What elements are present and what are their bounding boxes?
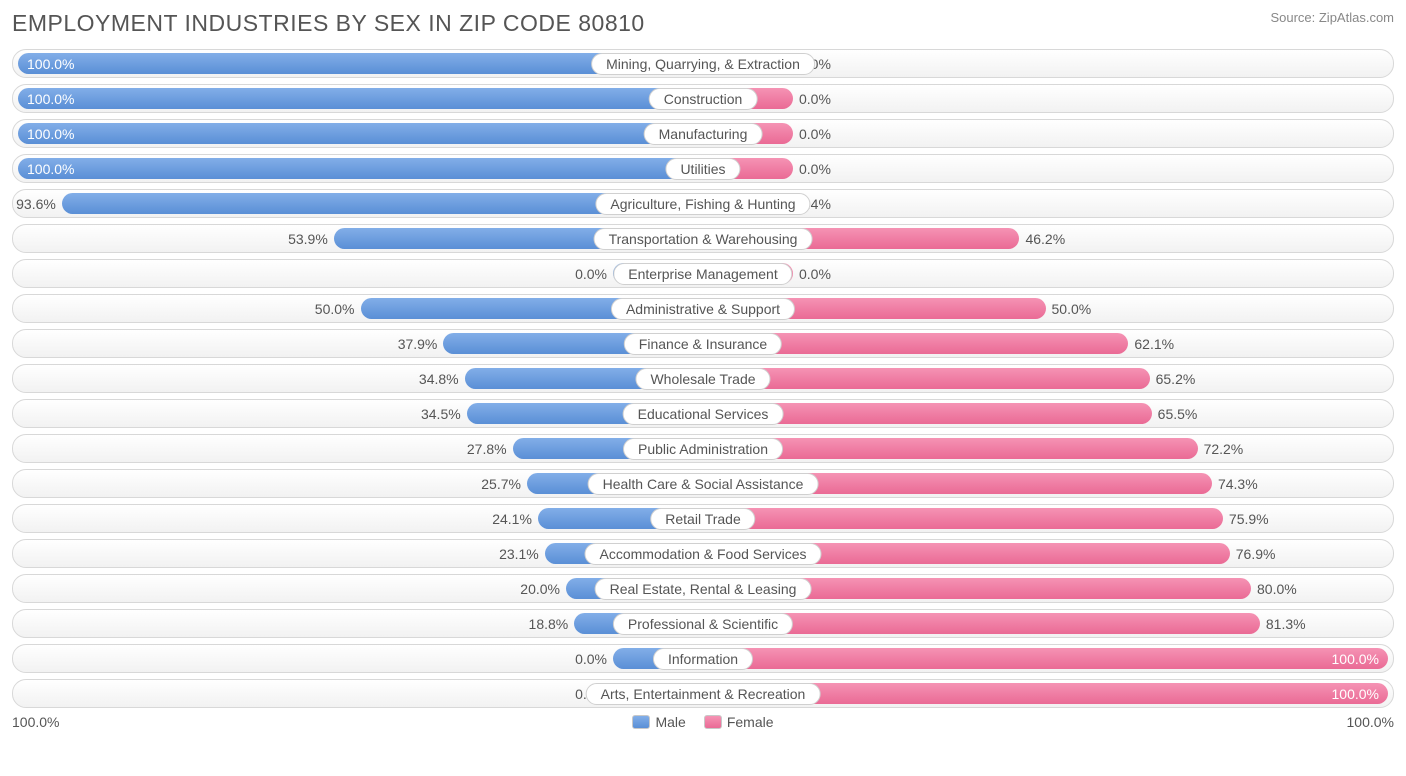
chart-row: Educational Services 34.5% 65.5%	[12, 399, 1394, 428]
chart-row: Transportation & Warehousing 53.9% 46.2%	[12, 224, 1394, 253]
male-value-label: 34.5%	[421, 404, 461, 424]
category-label: Transportation & Warehousing	[594, 228, 813, 250]
female-value-label: 65.2%	[1156, 369, 1196, 389]
chart-title: EMPLOYMENT INDUSTRIES BY SEX IN ZIP CODE…	[12, 10, 645, 37]
chart-row: Wholesale Trade 34.8% 65.2%	[12, 364, 1394, 393]
chart-row: Enterprise Management 0.0% 0.0%	[12, 259, 1394, 288]
chart-row: Information 0.0% 100.0%	[12, 644, 1394, 673]
legend-male-label: Male	[655, 714, 685, 730]
female-value-label: 50.0%	[1052, 299, 1092, 319]
male-value-label: 100.0%	[27, 54, 74, 74]
male-value-label: 0.0%	[575, 264, 607, 284]
category-label: Mining, Quarrying, & Extraction	[591, 53, 815, 75]
male-bar	[18, 88, 703, 109]
axis-row: 100.0% Male Female 100.0%	[12, 714, 1394, 730]
category-label: Professional & Scientific	[613, 613, 793, 635]
female-value-label: 72.2%	[1204, 439, 1244, 459]
chart-row: Health Care & Social Assistance 25.7% 74.3…	[12, 469, 1394, 498]
male-swatch-icon	[632, 715, 650, 729]
chart-row: Accommodation & Food Services 23.1% 76.9%	[12, 539, 1394, 568]
chart-row: Construction 100.0% 0.0%	[12, 84, 1394, 113]
category-label: Administrative & Support	[611, 298, 795, 320]
female-value-label: 100.0%	[1332, 649, 1379, 669]
female-value-label: 0.0%	[799, 264, 831, 284]
diverging-bar-chart: Mining, Quarrying, & Extraction 100.0% 0.0…	[12, 49, 1394, 708]
chart-header: EMPLOYMENT INDUSTRIES BY SEX IN ZIP CODE…	[12, 10, 1394, 37]
female-value-label: 81.3%	[1266, 614, 1306, 634]
male-value-label: 24.1%	[492, 509, 532, 529]
axis-left-label: 100.0%	[12, 714, 59, 730]
male-value-label: 93.6%	[16, 194, 56, 214]
category-label: Construction	[649, 88, 758, 110]
chart-row: Utilities 100.0% 0.0%	[12, 154, 1394, 183]
female-swatch-icon	[704, 715, 722, 729]
category-label: Manufacturing	[644, 123, 763, 145]
female-value-label: 0.0%	[799, 124, 831, 144]
male-value-label: 100.0%	[27, 124, 74, 144]
chart-row: Real Estate, Rental & Leasing 20.0% 80.0%	[12, 574, 1394, 603]
category-label: Educational Services	[623, 403, 784, 425]
male-value-label: 50.0%	[315, 299, 355, 319]
male-value-label: 34.8%	[419, 369, 459, 389]
male-value-label: 20.0%	[520, 579, 560, 599]
chart-row: Agriculture, Fishing & Hunting93.6%6.4%	[12, 189, 1394, 218]
category-label: Real Estate, Rental & Leasing	[595, 578, 812, 600]
category-label: Public Administration	[623, 438, 783, 460]
legend: Male Female	[632, 714, 773, 730]
chart-row: Professional & Scientific 18.8% 81.3%	[12, 609, 1394, 638]
chart-row: Retail Trade 24.1% 75.9%	[12, 504, 1394, 533]
male-value-label: 37.9%	[398, 334, 438, 354]
female-value-label: 100.0%	[1332, 684, 1379, 704]
male-value-label: 18.8%	[529, 614, 569, 634]
male-value-label: 27.8%	[467, 439, 507, 459]
female-bar	[703, 648, 1388, 669]
category-label: Finance & Insurance	[624, 333, 782, 355]
category-label: Accommodation & Food Services	[585, 543, 822, 565]
male-value-label: 100.0%	[27, 89, 74, 109]
chart-row: Arts, Entertainment & Recreation0.0%100.…	[12, 679, 1394, 708]
chart-row: Mining, Quarrying, & Extraction100.0%0.0…	[12, 49, 1394, 78]
male-value-label: 53.9%	[288, 229, 328, 249]
chart-row: Administrative & Support 50.0% 50.0%	[12, 294, 1394, 323]
female-value-label: 74.3%	[1218, 474, 1258, 494]
female-value-label: 75.9%	[1229, 509, 1269, 529]
legend-item-female: Female	[704, 714, 774, 730]
male-bar	[18, 123, 703, 144]
female-bar	[703, 508, 1223, 529]
legend-item-male: Male	[632, 714, 685, 730]
chart-source: Source: ZipAtlas.com	[1270, 10, 1394, 25]
female-value-label: 80.0%	[1257, 579, 1297, 599]
female-value-label: 76.9%	[1236, 544, 1276, 564]
chart-row: Finance & Insurance 37.9% 62.1%	[12, 329, 1394, 358]
female-value-label: 46.2%	[1025, 229, 1065, 249]
male-value-label: 100.0%	[27, 159, 74, 179]
category-label: Health Care & Social Assistance	[588, 473, 819, 495]
category-label: Retail Trade	[650, 508, 755, 530]
category-label: Wholesale Trade	[635, 368, 770, 390]
legend-female-label: Female	[727, 714, 774, 730]
female-value-label: 0.0%	[799, 89, 831, 109]
category-label: Enterprise Management	[613, 263, 792, 285]
male-bar	[18, 158, 703, 179]
chart-row: Manufacturing 100.0% 0.0%	[12, 119, 1394, 148]
female-value-label: 62.1%	[1134, 334, 1174, 354]
category-label: Arts, Entertainment & Recreation	[586, 683, 821, 705]
category-label: Utilities	[665, 158, 740, 180]
female-value-label: 65.5%	[1158, 404, 1198, 424]
chart-row: Public Administration 27.8% 72.2%	[12, 434, 1394, 463]
male-value-label: 25.7%	[481, 474, 521, 494]
category-label: Agriculture, Fishing & Hunting	[595, 193, 810, 215]
female-value-label: 0.0%	[799, 159, 831, 179]
male-value-label: 23.1%	[499, 544, 539, 564]
male-value-label: 0.0%	[575, 649, 607, 669]
axis-right-label: 100.0%	[1347, 714, 1394, 730]
category-label: Information	[653, 648, 753, 670]
